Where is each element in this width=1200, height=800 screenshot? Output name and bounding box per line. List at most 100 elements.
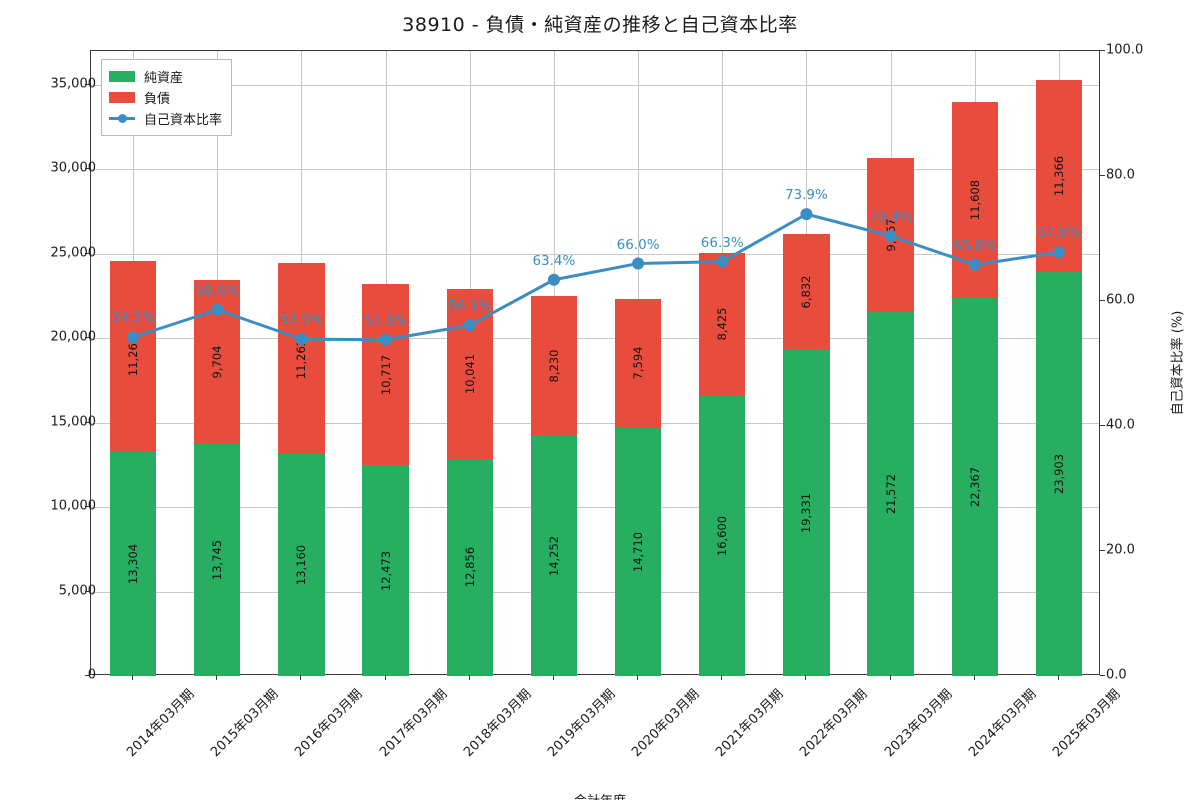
ratio-value-label: 63.4% [532, 252, 576, 269]
y2-axis-tick-label: 40.0 [1106, 417, 1135, 433]
bar-segment-equity[interactable]: 19,331 [783, 349, 830, 676]
ratio-value-label: 73.9% [784, 187, 828, 204]
bar-segment-equity[interactable]: 12,473 [362, 465, 409, 676]
ratio-value-label: 54.2% [111, 310, 155, 327]
chart-legend: 純資産 負債 自己資本比率 [101, 59, 233, 136]
ratio-data-point[interactable] [295, 333, 308, 346]
ratio-value-label: 58.6% [195, 282, 239, 299]
x-axis-tick-mark [552, 675, 554, 680]
bar-segment-liabilities[interactable]: 7,594 [614, 299, 662, 428]
bar-segment-liabilities[interactable]: 11,260 [109, 261, 157, 452]
ratio-value-label: 53.8% [364, 312, 408, 329]
bar-segment-liabilities[interactable]: 11,262 [278, 263, 325, 454]
y-axis-tick-mark [85, 337, 90, 339]
bar-segment-equity[interactable]: 14,710 [614, 427, 662, 676]
bar-segment-liabilities[interactable]: 10,717 [362, 284, 409, 466]
ratio-value-label: 53.9% [279, 312, 323, 329]
bar-segment-equity[interactable]: 13,160 [278, 453, 325, 676]
y2-axis-tick-mark [1100, 550, 1105, 551]
stacked-bar[interactable]: 9,06721,572 [867, 158, 914, 676]
bar-segment-equity[interactable]: 22,367 [951, 298, 998, 676]
y-axis-tick-mark [85, 506, 90, 508]
bar-segment-equity[interactable]: 14,252 [530, 435, 578, 676]
ratio-data-point[interactable] [211, 303, 224, 316]
x-axis-tick-label: 2019年03月期 [545, 686, 619, 761]
bar-segment-equity[interactable]: 13,304 [109, 451, 157, 676]
bar-segment-liabilities[interactable]: 11,366 [1035, 80, 1083, 273]
y-axis-tick-label: 10,000 [50, 498, 97, 514]
gridline [91, 84, 1099, 86]
y-axis-tick-label: 30,000 [50, 160, 97, 176]
bar-segment-liabilities[interactable]: 8,425 [699, 253, 746, 396]
x-axis-tick-label: 2016年03月期 [292, 686, 366, 761]
gridline [91, 338, 1099, 340]
y-axis-tick-label: 5,000 [58, 583, 96, 599]
bar-segment-equity[interactable]: 12,856 [446, 458, 493, 676]
bar-segment-equity[interactable]: 16,600 [699, 395, 746, 676]
bar-segment-equity[interactable]: 21,572 [867, 311, 914, 676]
y2-axis-tick-label: 20.0 [1106, 542, 1135, 558]
y-axis-tick-label: 15,000 [50, 414, 97, 430]
stacked-bar[interactable]: 7,594 14,710 [614, 299, 662, 676]
stacked-bar[interactable]: 10,717 12,473 [362, 284, 409, 676]
legend-item-equity: 純資産 [109, 66, 222, 87]
legend-swatch-liabilities-icon [109, 92, 135, 103]
x-axis-tick-label: 2017年03月期 [376, 686, 451, 761]
ratio-data-point[interactable] [968, 258, 981, 271]
x-axis-tick-label: 2024年03月期 [965, 686, 1040, 761]
y-axis-right-label: 自己資本比率 (%) [1170, 310, 1186, 416]
x-axis-tick-label: 2015年03月期 [208, 686, 282, 761]
ratio-data-point[interactable] [1052, 246, 1065, 259]
gridline [91, 422, 1099, 424]
gridline [91, 253, 1099, 255]
y-axis-tick-label: 25,000 [50, 245, 97, 261]
ratio-value-label: 66.0% [616, 236, 660, 253]
bar-segment-equity[interactable]: 23,903 [1035, 272, 1083, 676]
x-axis-tick-mark [721, 675, 723, 680]
bar-segment-equity[interactable]: 13,745 [194, 443, 241, 676]
x-axis-tick-mark [805, 675, 807, 680]
ratio-data-point[interactable] [379, 333, 392, 346]
y2-axis-tick-mark [1100, 175, 1105, 176]
x-axis-tick-mark [468, 675, 470, 680]
gridline [91, 591, 1099, 593]
stacked-bar[interactable]: 11,262 13,160 [278, 263, 325, 676]
ratio-data-point[interactable] [127, 331, 140, 344]
stacked-bar[interactable]: 6,832 19,331 [783, 234, 830, 676]
gridline [91, 507, 1099, 509]
ratio-value-label: 56.1% [448, 298, 492, 315]
x-axis-tick-label: 2023年03月期 [881, 686, 956, 761]
stacked-bar[interactable]: 11,260 13,304 [109, 261, 157, 676]
ratio-line-series [127, 208, 1065, 346]
y-axis-tick-mark [85, 252, 90, 254]
y2-axis-tick-mark [1100, 425, 1105, 426]
bar-segment-liabilities[interactable]: 8,230 [530, 296, 578, 436]
bar-segment-liabilities[interactable]: 6,832 [783, 234, 830, 350]
x-axis-tick-mark [384, 675, 386, 680]
y2-axis-tick-mark [1100, 50, 1105, 51]
y2-axis-tick-label: 0.0 [1106, 667, 1127, 683]
ratio-data-point[interactable] [463, 319, 476, 332]
y2-axis-tick-label: 60.0 [1106, 292, 1135, 308]
legend-label-liabilities: 負債 [144, 92, 171, 107]
x-axis-tick-label: 2018年03月期 [460, 686, 535, 761]
x-axis-tick-mark [132, 675, 134, 680]
stacked-bar[interactable]: 8,425 16,600 [699, 253, 746, 676]
x-axis-tick-label: 2022年03月期 [797, 686, 871, 761]
legend-swatch-equity-ratio-icon [109, 113, 135, 124]
ratio-line [132, 212, 1060, 342]
ratio-value-label: 70.4% [869, 209, 913, 225]
y-axis-tick-mark [85, 168, 90, 170]
stacked-bar[interactable]: 11,366 23,903 [1035, 80, 1083, 676]
ratio-data-point[interactable] [800, 208, 813, 221]
ratio-data-point[interactable] [884, 230, 897, 242]
y-axis-tick-mark [85, 83, 90, 85]
plot-area: 11,260 13,304 9,704 13,745 11,262 13,160 10,71… [90, 50, 1100, 676]
legend-label-equity-ratio: 自己資本比率 [144, 113, 223, 128]
ratio-data-point[interactable] [716, 255, 729, 268]
ratio-data-point[interactable] [547, 273, 560, 286]
legend-label-equity: 純資産 [144, 71, 184, 86]
stacked-bar[interactable]: 8,230 14,252 [530, 296, 578, 676]
ratio-data-point[interactable] [632, 257, 645, 270]
